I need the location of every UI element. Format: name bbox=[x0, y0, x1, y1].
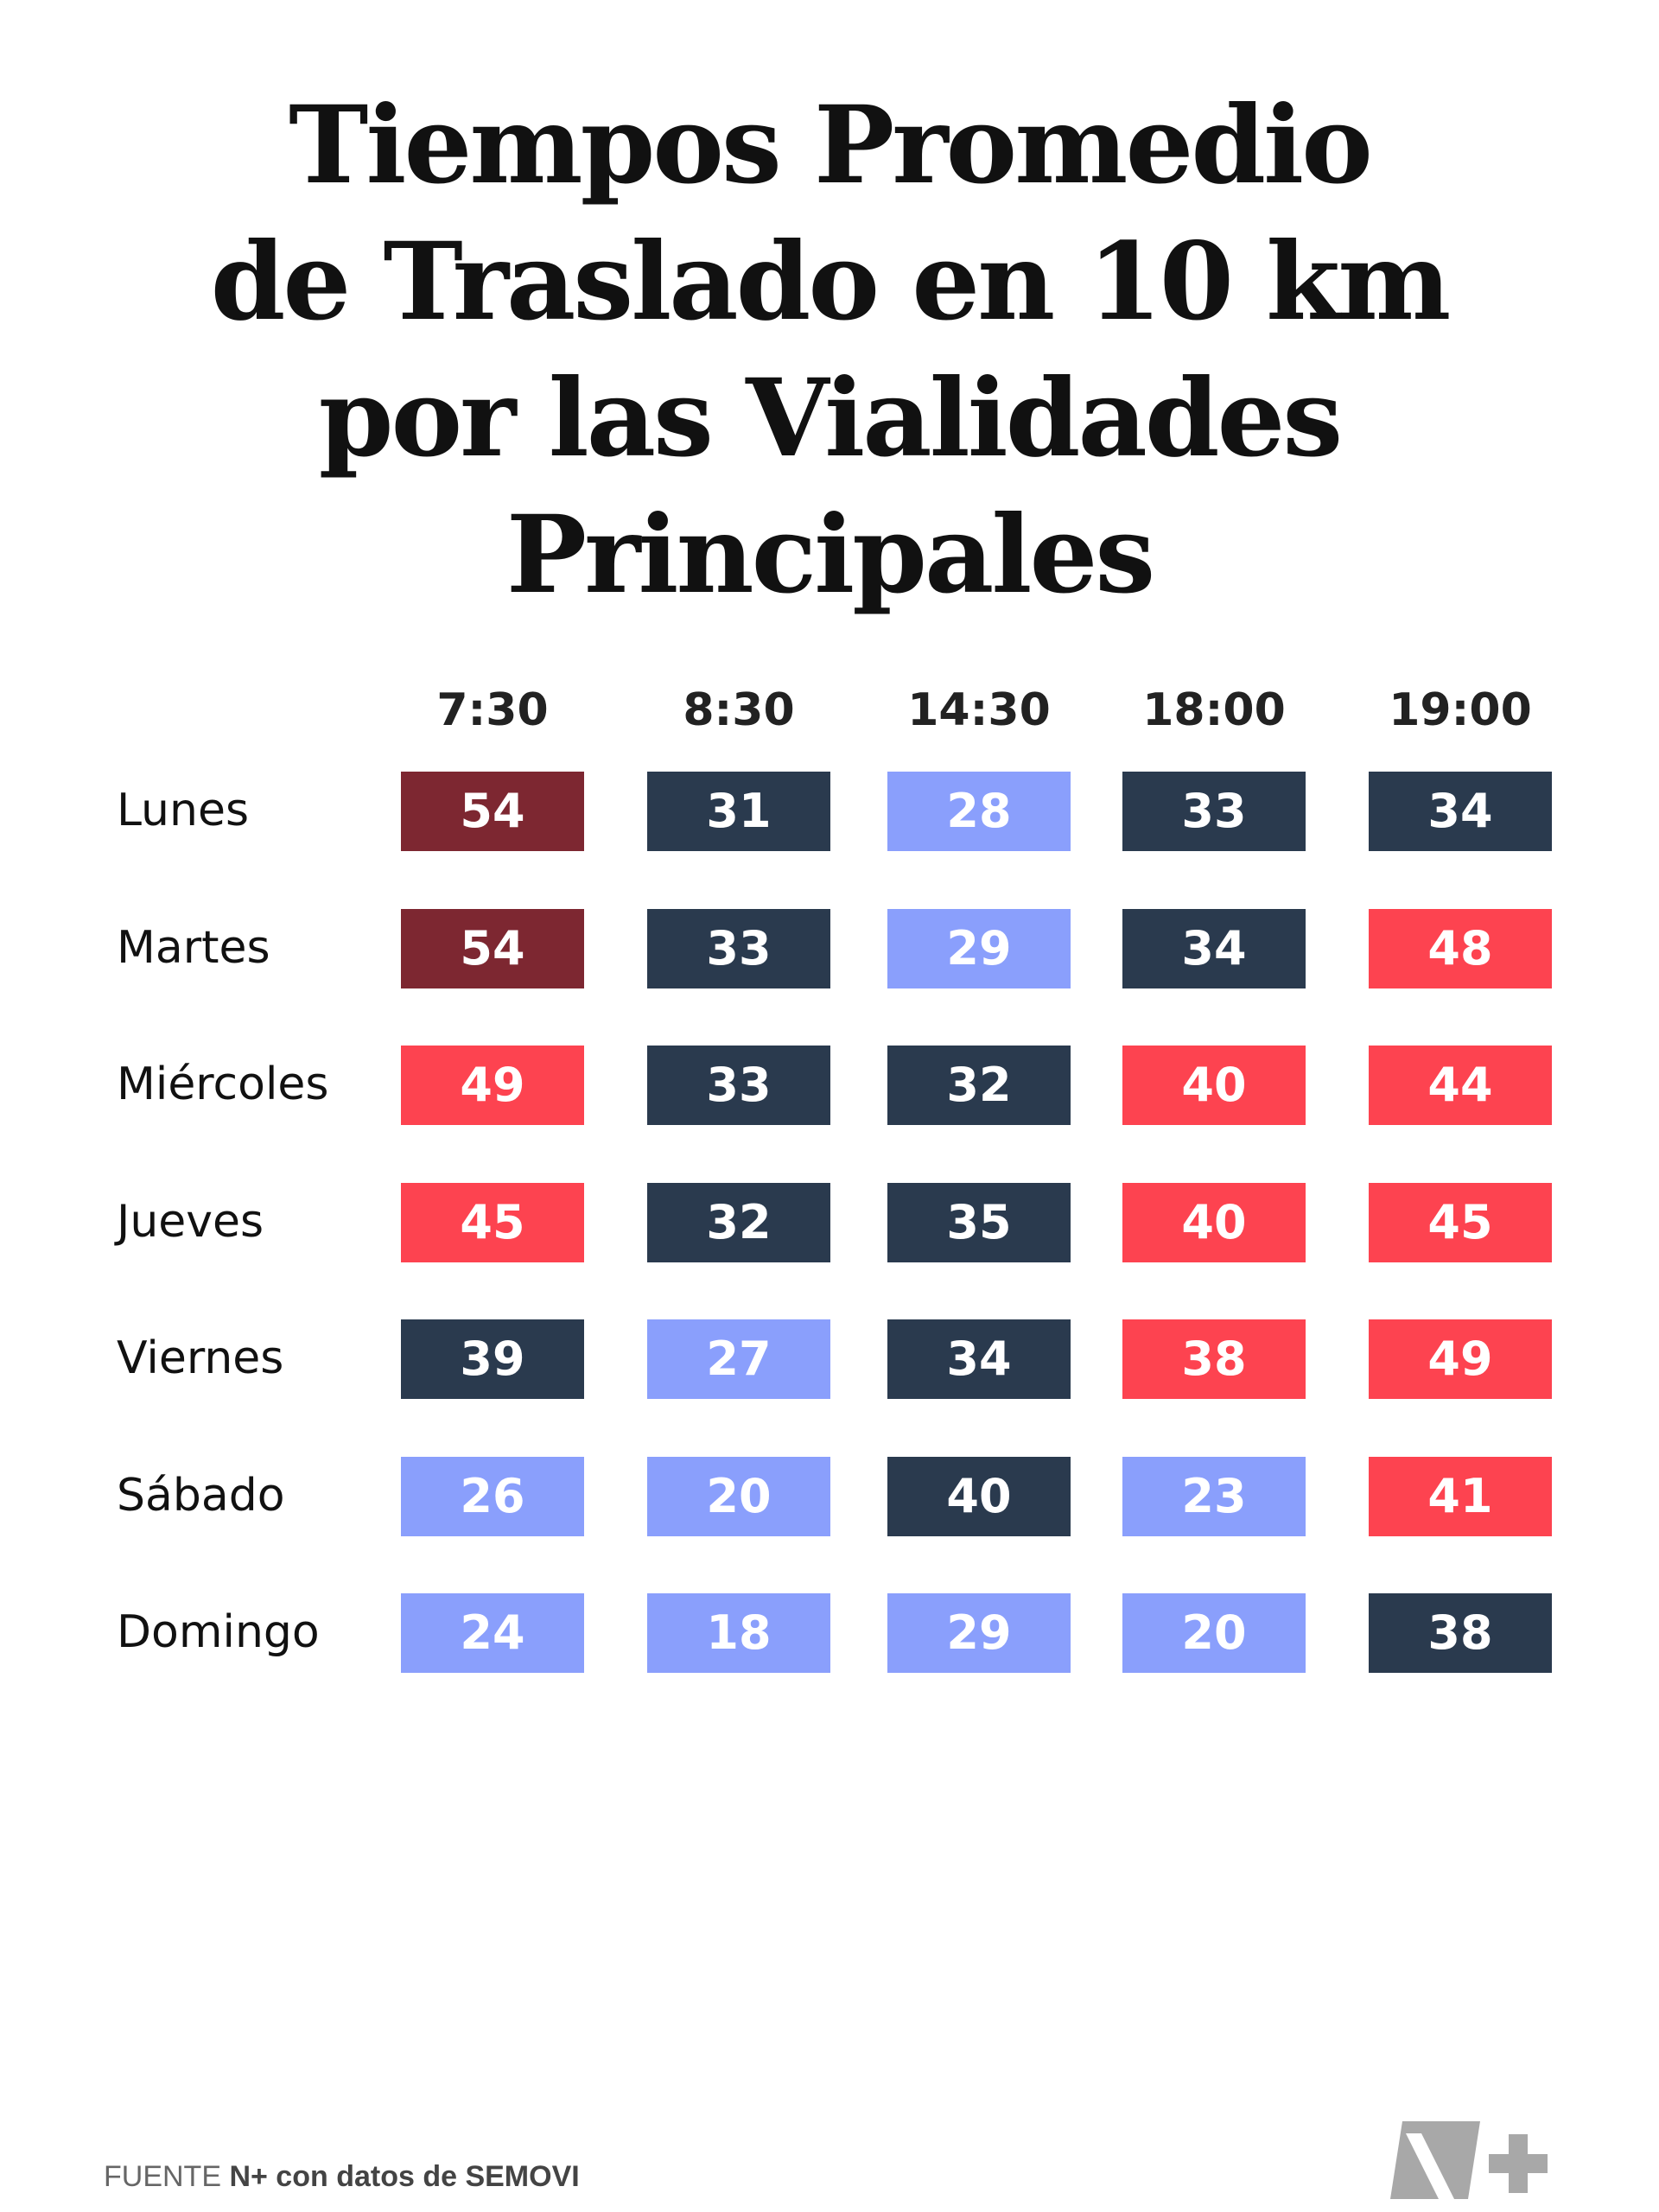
row-label: Jueves bbox=[117, 1195, 264, 1248]
heatmap-cell: 29 bbox=[887, 1593, 1071, 1673]
heatmap-cell: 45 bbox=[401, 1182, 584, 1262]
heatmap-cell: 44 bbox=[1369, 1046, 1552, 1125]
row-label: Martes bbox=[117, 921, 270, 974]
heatmap-cell: 18 bbox=[647, 1593, 830, 1673]
row-label: Viernes bbox=[117, 1332, 284, 1384]
heatmap-cell: 33 bbox=[1122, 772, 1306, 851]
column-header: 8:30 bbox=[683, 684, 795, 736]
nplus-logo-icon bbox=[1390, 2121, 1548, 2199]
row-label: Lunes bbox=[117, 785, 250, 836]
heatmap-cell: 38 bbox=[1369, 1593, 1552, 1673]
heatmap-cell: 38 bbox=[1122, 1319, 1306, 1399]
heatmap-cell: 20 bbox=[1122, 1593, 1306, 1673]
heatmap-cell: 34 bbox=[887, 1319, 1071, 1399]
heatmap-cell: 49 bbox=[1369, 1319, 1552, 1399]
heatmap-cell: 24 bbox=[401, 1593, 584, 1673]
heatmap-cell: 54 bbox=[401, 772, 584, 851]
page-title: Tiempos Promedio de Traslado en 10 km po… bbox=[0, 78, 1659, 624]
column-header: 7:30 bbox=[436, 684, 549, 736]
title-line-3: por las Vialidades Principales bbox=[318, 356, 1344, 618]
heatmap-cell: 26 bbox=[401, 1456, 584, 1536]
heatmap-cell: 39 bbox=[401, 1319, 584, 1399]
heatmap-cell: 23 bbox=[1122, 1456, 1306, 1536]
heatmap-cell: 33 bbox=[647, 1046, 830, 1125]
source-prefix: FUENTE bbox=[104, 2160, 230, 2193]
heatmap-cell: 32 bbox=[647, 1182, 830, 1262]
heatmap-cell: 34 bbox=[1122, 908, 1306, 988]
title-line-1: Tiempos Promedio bbox=[289, 83, 1373, 208]
heatmap-cell: 34 bbox=[1369, 772, 1552, 851]
heatmap-cell: 45 bbox=[1369, 1182, 1552, 1262]
title-line-2: de Traslado en 10 km bbox=[210, 219, 1452, 345]
column-header: 18:00 bbox=[1142, 684, 1286, 736]
heatmap-cell: 29 bbox=[887, 908, 1071, 988]
heatmap-cell: 40 bbox=[887, 1456, 1071, 1536]
heatmap-cell: 20 bbox=[647, 1456, 830, 1536]
heatmap-cell: 28 bbox=[887, 772, 1071, 851]
column-header: 14:30 bbox=[907, 684, 1051, 736]
row-label: Miércoles bbox=[117, 1058, 329, 1110]
heatmap-cell: 49 bbox=[401, 1046, 584, 1125]
heatmap-cell: 33 bbox=[647, 908, 830, 988]
row-label: Sábado bbox=[117, 1469, 285, 1522]
heatmap-cell: 32 bbox=[887, 1046, 1071, 1125]
heatmap-cell: 40 bbox=[1122, 1046, 1306, 1125]
heatmap-cell: 40 bbox=[1122, 1182, 1306, 1262]
row-label: Domingo bbox=[117, 1606, 320, 1658]
source-text: N+ con datos de SEMOVI bbox=[229, 2160, 580, 2193]
heatmap-cell: 41 bbox=[1369, 1456, 1552, 1536]
heatmap-cell: 31 bbox=[647, 772, 830, 851]
column-header: 19:00 bbox=[1389, 684, 1532, 736]
heatmap-cell: 35 bbox=[887, 1182, 1071, 1262]
source-note: FUENTE N+ con datos de SEMOVI bbox=[104, 2160, 580, 2194]
heatmap-cell: 48 bbox=[1369, 908, 1552, 988]
heatmap-cell: 27 bbox=[647, 1319, 830, 1399]
heatmap-cell: 54 bbox=[401, 908, 584, 988]
